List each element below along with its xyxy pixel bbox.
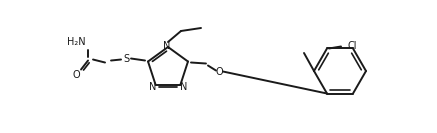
Text: Cl: Cl [347, 41, 357, 51]
Text: O: O [215, 66, 223, 76]
Text: N: N [163, 41, 171, 51]
Text: S: S [123, 53, 129, 64]
Text: H₂N: H₂N [67, 37, 85, 47]
Text: N: N [149, 82, 156, 92]
Text: N: N [180, 82, 187, 92]
Text: O: O [72, 70, 80, 80]
